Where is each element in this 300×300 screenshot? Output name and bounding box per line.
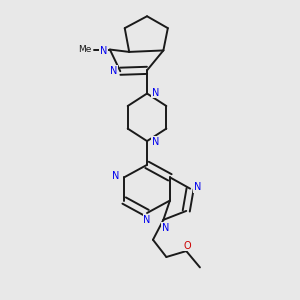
Text: N: N — [152, 137, 160, 147]
Text: N: N — [110, 66, 117, 76]
Text: N: N — [194, 182, 202, 193]
Text: Me: Me — [79, 45, 92, 54]
Text: O: O — [183, 241, 191, 251]
Text: N: N — [100, 46, 107, 56]
Text: N: N — [143, 214, 151, 224]
Text: N: N — [162, 223, 169, 232]
Text: N: N — [112, 171, 119, 181]
Text: N: N — [152, 88, 160, 98]
